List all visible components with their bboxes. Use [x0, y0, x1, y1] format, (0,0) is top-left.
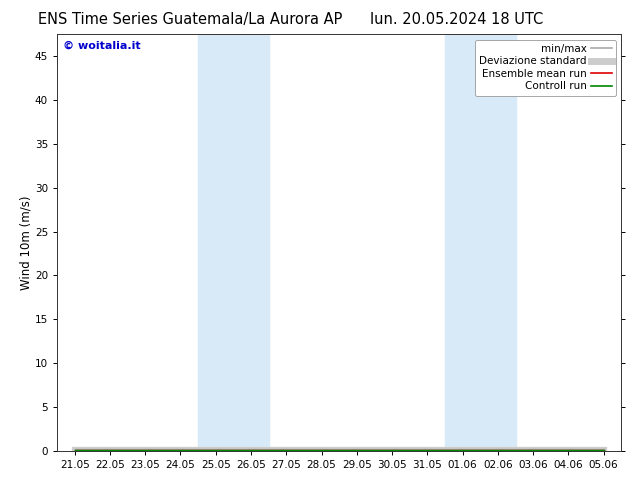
Text: © woitalia.it: © woitalia.it [63, 41, 140, 50]
Text: lun. 20.05.2024 18 UTC: lun. 20.05.2024 18 UTC [370, 12, 543, 27]
Text: ENS Time Series Guatemala/La Aurora AP: ENS Time Series Guatemala/La Aurora AP [38, 12, 342, 27]
Legend: min/max, Deviazione standard, Ensemble mean run, Controll run: min/max, Deviazione standard, Ensemble m… [476, 40, 616, 96]
Bar [445, 34, 515, 451]
Bar [198, 34, 269, 451]
Y-axis label: Wind 10m (m/s): Wind 10m (m/s) [19, 196, 32, 290]
